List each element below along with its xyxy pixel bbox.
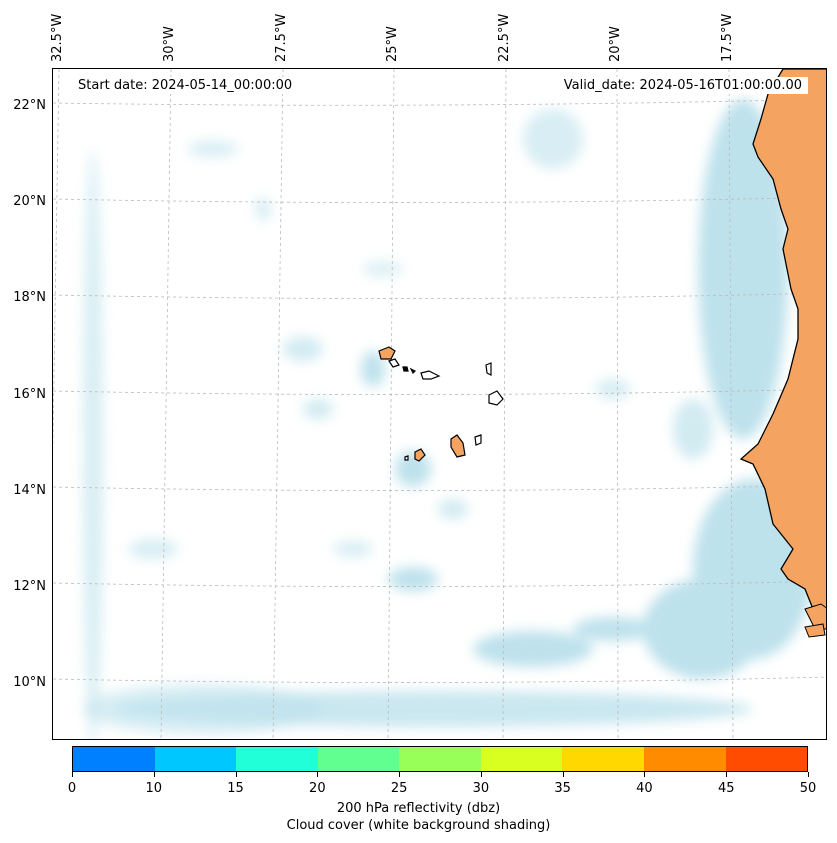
valid-date-label: Valid_date: 2024-05-16T01:00:00.00 — [557, 77, 808, 94]
start-date-label: Start date: 2024-05-14_00:00:00 — [72, 77, 299, 94]
latitude-label: 10°N — [13, 675, 46, 690]
latitude-label: 18°N — [13, 290, 46, 305]
latitude-label: 16°N — [13, 387, 46, 402]
colorbar — [72, 746, 808, 772]
colorbar-tick-label: 35 — [554, 781, 571, 796]
colorbar-tick-label: 50 — [799, 781, 817, 796]
colorbar-tick-mark — [153, 772, 155, 777]
colorbar-tick-mark — [808, 772, 809, 777]
colorbar-tick-mark — [480, 772, 482, 777]
longitude-label: 20°W — [608, 26, 623, 62]
longitude-label: 25°W — [385, 26, 400, 62]
colorbar-tick-mark — [72, 772, 73, 777]
map-canvas — [53, 69, 826, 739]
colorbar-segment — [562, 747, 644, 771]
colorbar-segment — [317, 747, 400, 771]
longitude-label: 30°W — [162, 26, 177, 62]
colorbar-label: 200 hPa reflectivity (dbz) — [336, 801, 501, 816]
latitude-label: 20°N — [13, 194, 46, 209]
map-panel[interactable] — [52, 68, 827, 740]
colorbar-tick-label: 10 — [145, 781, 163, 796]
colorbar-segment — [480, 747, 563, 771]
colorbar-tick-label: 45 — [717, 781, 735, 796]
colorbar-tick-label: 0 — [67, 781, 77, 796]
colorbar-tick-mark — [235, 772, 237, 777]
colorbar-segment — [154, 747, 237, 771]
colorbar-segment — [643, 747, 726, 771]
colorbar-tick-mark — [562, 772, 564, 777]
colorbar-tick-label: 40 — [636, 781, 653, 796]
colorbar-tick-mark — [644, 772, 646, 777]
longitude-label: 32.5°W — [50, 13, 65, 62]
longitude-label: 22.5°W — [497, 13, 512, 62]
colorbar-tick-mark — [726, 772, 728, 777]
colorbar-segment — [73, 747, 155, 771]
latitude-label: 14°N — [13, 483, 46, 498]
cloud-cover-shading — [83, 99, 813, 739]
africa-coastline — [739, 69, 826, 638]
colorbar-sublabel: Cloud cover (white background shading) — [286, 818, 551, 833]
colorbar-tick-label: 15 — [227, 781, 244, 796]
colorbar-segment — [725, 747, 808, 771]
colorbar-tick-mark — [399, 772, 401, 777]
latitude-label: 22°N — [13, 98, 46, 113]
colorbar-segment — [236, 747, 318, 771]
cape-verde-islands — [378, 346, 504, 462]
colorbar-tick-label: 20 — [309, 781, 326, 796]
latitude-label: 12°N — [13, 579, 46, 594]
longitude-label: 17.5°W — [720, 13, 735, 62]
colorbar-segment — [399, 747, 481, 771]
colorbar-tick-mark — [317, 772, 319, 777]
colorbar-tick-label: 25 — [390, 781, 408, 796]
gridlines — [53, 69, 826, 739]
longitude-label: 27.5°W — [274, 13, 289, 62]
colorbar-tick-label: 30 — [472, 781, 490, 796]
